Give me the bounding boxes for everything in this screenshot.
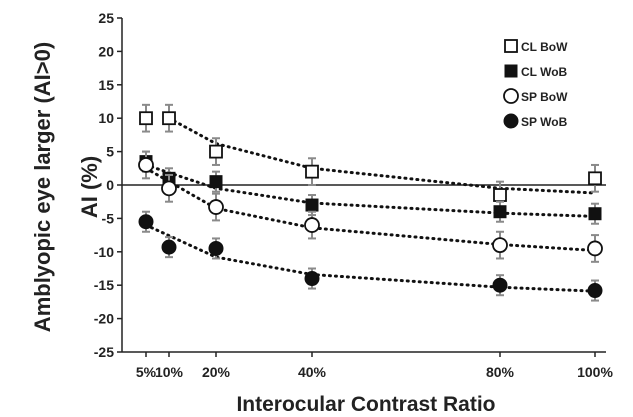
x-tick-label: 10% [155, 364, 184, 380]
y-tick-label: 15 [98, 77, 114, 93]
trend-line-cl-wob [144, 163, 597, 218]
point-cl-wob [493, 205, 507, 219]
legend-label: SP BoW [521, 90, 568, 104]
point-cl-bow [162, 111, 176, 126]
x-tick-label: 5% [136, 364, 157, 380]
y-tick-label: -15 [94, 277, 114, 293]
y-tick-label: 25 [98, 10, 114, 26]
x-tick-label: 80% [486, 364, 515, 380]
y-tick-label: 20 [98, 43, 114, 59]
x-tick-label: 40% [298, 364, 327, 380]
x-tick-label: 20% [202, 364, 231, 380]
y-tick-label: -20 [94, 311, 114, 327]
y-axis-ticks: 25 20 15 10 5 0 -5 -10 -15 -20 -25 [94, 10, 122, 360]
point-sp-wob [304, 271, 320, 287]
point-sp-bow [492, 237, 508, 254]
x-axis-ticks: 5%10% 20% 40% 80% 100% [136, 352, 613, 380]
point-cl-wob [588, 207, 602, 221]
point-sp-bow [304, 217, 320, 233]
legend-marker-sp-bow [503, 88, 519, 104]
y-tick-label: 0 [106, 177, 114, 193]
legend: CL BoW CL WoB SP BoW SP WoB [503, 39, 568, 129]
point-sp-bow [161, 180, 177, 197]
point-cl-bow [588, 171, 602, 186]
point-sp-bow [208, 199, 224, 215]
point-sp-bow [138, 157, 154, 173]
point-cl-bow [493, 188, 507, 202]
legend-marker-sp-wob [503, 113, 519, 129]
point-cl-wob [209, 175, 223, 189]
legend-label: CL WoB [521, 65, 568, 79]
y-axis-title-line1: Amblyopic eye larger (AI>0) [30, 42, 55, 332]
trend-line-cl-bow [167, 116, 597, 195]
x-tick-label: 100% [577, 364, 613, 380]
y-tick-label: 5 [106, 144, 114, 160]
legend-marker-cl-wob [504, 64, 518, 78]
point-sp-wob [208, 240, 224, 256]
y-axis-title-line2: AI (%) [77, 156, 102, 218]
y-tick-label: 10 [98, 110, 114, 126]
x-axis-title: Interocular Contrast Ratio [236, 393, 495, 416]
point-cl-bow [209, 144, 223, 159]
point-sp-wob [138, 214, 154, 230]
point-cl-bow [139, 111, 153, 126]
legend-marker-cl-bow [504, 39, 518, 53]
data-points [138, 103, 603, 302]
point-sp-wob [492, 277, 508, 293]
legend-label: CL BoW [521, 40, 568, 54]
y-tick-label: -5 [102, 210, 115, 226]
point-sp-wob [161, 239, 177, 255]
y-tick-label: -25 [94, 344, 114, 360]
y-tick-label: -10 [94, 244, 114, 260]
legend-label: SP WoB [521, 115, 568, 129]
point-cl-bow [305, 164, 319, 179]
point-sp-bow [587, 240, 603, 257]
point-cl-wob [305, 198, 319, 212]
point-sp-wob [587, 283, 603, 299]
